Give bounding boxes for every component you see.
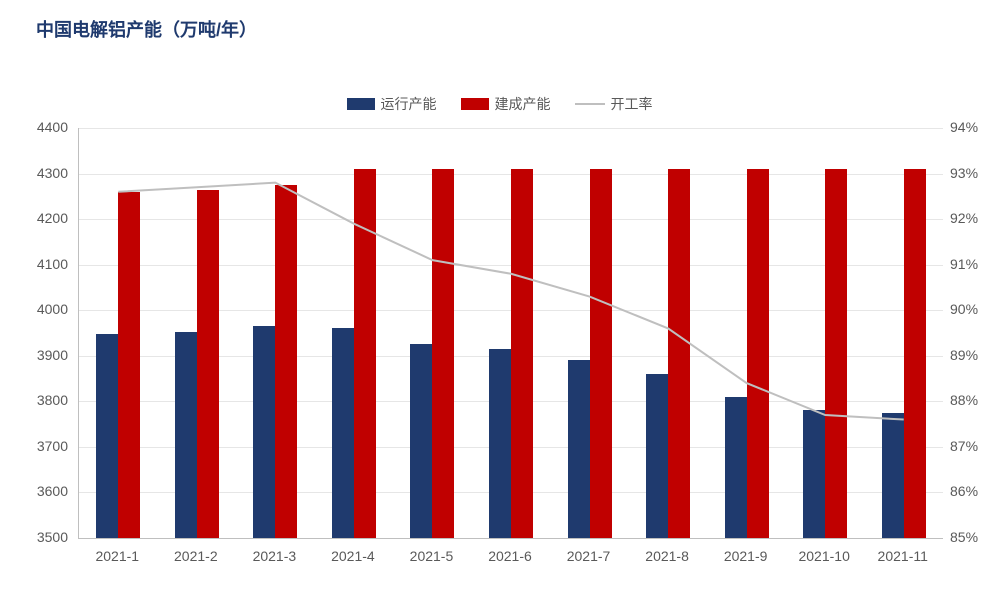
ytick-right: 89% [950,347,978,363]
ytick-right: 94% [950,119,978,135]
legend: 运行产能 建成产能 开工率 [0,94,999,114]
bar-built [747,169,769,538]
xtick: 2021-8 [645,548,689,564]
ytick-left: 4000 [0,301,68,317]
bar-built [432,169,454,538]
xtick: 2021-7 [567,548,611,564]
bar-built [590,169,612,538]
xtick: 2021-2 [174,548,218,564]
xtick: 2021-6 [488,548,532,564]
xtick: 2021-3 [253,548,297,564]
ytick-left: 3800 [0,392,68,408]
bar-built [825,169,847,538]
bar-built [668,169,690,538]
xtick: 2021-5 [410,548,454,564]
ytick-right: 88% [950,392,978,408]
bar-running [253,326,275,538]
ytick-left: 3700 [0,438,68,454]
bar-running [96,334,118,538]
ytick-right: 85% [950,529,978,545]
ytick-left: 3600 [0,483,68,499]
bar-running [332,328,354,538]
ytick-left: 4300 [0,165,68,181]
ytick-left: 4400 [0,119,68,135]
bar-running [803,410,825,538]
plot-area [78,128,943,539]
legend-item-built: 建成产能 [461,94,551,114]
ytick-left: 3500 [0,529,68,545]
bar-running [646,374,668,538]
legend-line-rate [575,103,605,105]
gridline [79,128,943,129]
bar-running [568,360,590,538]
bar-running [489,349,511,538]
bar-built [904,169,926,538]
legend-label-rate: 开工率 [611,94,653,114]
ytick-right: 92% [950,210,978,226]
chart-container: 中国电解铝产能（万吨/年） 运行产能 建成产能 开工率 3500 3600 3700… [0,0,999,602]
legend-item-rate: 开工率 [575,94,653,114]
bar-built [197,190,219,539]
ytick-left: 4200 [0,210,68,226]
bar-running [175,332,197,538]
ytick-right: 90% [950,301,978,317]
xtick: 2021-4 [331,548,375,564]
chart-title: 中国电解铝产能（万吨/年） [36,16,257,42]
ytick-right: 86% [950,483,978,499]
bar-built [275,185,297,538]
legend-label-built: 建成产能 [495,94,551,114]
xtick: 2021-10 [798,548,849,564]
legend-swatch-running [347,98,375,110]
ytick-right: 87% [950,438,978,454]
bar-built [511,169,533,538]
legend-label-running: 运行产能 [381,94,437,114]
ytick-right: 93% [950,165,978,181]
bar-built [118,192,140,538]
legend-swatch-built [461,98,489,110]
bar-built [354,169,376,538]
xtick: 2021-11 [878,548,928,564]
ytick-right: 91% [950,256,978,272]
legend-item-running: 运行产能 [347,94,437,114]
xtick: 2021-9 [724,548,768,564]
ytick-left: 3900 [0,347,68,363]
bar-running [882,413,904,538]
ytick-left: 4100 [0,256,68,272]
xtick: 2021-1 [95,548,139,564]
bar-running [725,397,747,538]
bar-running [410,344,432,538]
